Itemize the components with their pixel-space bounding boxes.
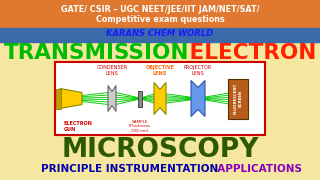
Text: KARANS CHEM WORLD: KARANS CHEM WORLD <box>106 29 214 38</box>
Text: FLUORESCENT
SCREEN: FLUORESCENT SCREEN <box>234 83 242 114</box>
Text: PRINCIPLE INSTRUMENTATION: PRINCIPLE INSTRUMENTATION <box>41 164 219 174</box>
Bar <box>0 28 320 42</box>
Text: APPLICATIONS: APPLICATIONS <box>210 164 302 174</box>
Text: SAMPLE
(Thickness
100 nm): SAMPLE (Thickness 100 nm) <box>129 120 151 133</box>
Text: ELECTRON: ELECTRON <box>182 43 316 63</box>
Text: GATE/ CSIR – UGC NEET/JEE/IIT JAM/NET/SAT/: GATE/ CSIR – UGC NEET/JEE/IIT JAM/NET/SA… <box>61 5 259 14</box>
Bar <box>228 78 248 118</box>
Bar <box>0 0 320 28</box>
Bar <box>138 91 142 107</box>
Bar <box>56 89 61 109</box>
Bar <box>55 62 265 135</box>
Text: ELECTRON
GUN: ELECTRON GUN <box>64 121 93 132</box>
Text: Competitive exam questions: Competitive exam questions <box>96 15 224 24</box>
Text: TRANSMISSION: TRANSMISSION <box>4 43 189 63</box>
Polygon shape <box>191 80 205 116</box>
Polygon shape <box>108 86 116 111</box>
Text: PROJECTOR
LENS: PROJECTOR LENS <box>184 65 212 76</box>
Polygon shape <box>154 82 166 114</box>
Text: MICROSCOPY: MICROSCOPY <box>61 137 259 163</box>
Text: CONDENSER
LENS: CONDENSER LENS <box>96 65 128 76</box>
Polygon shape <box>60 89 82 109</box>
Text: OBJECTIVE
LENS: OBJECTIVE LENS <box>146 65 174 76</box>
